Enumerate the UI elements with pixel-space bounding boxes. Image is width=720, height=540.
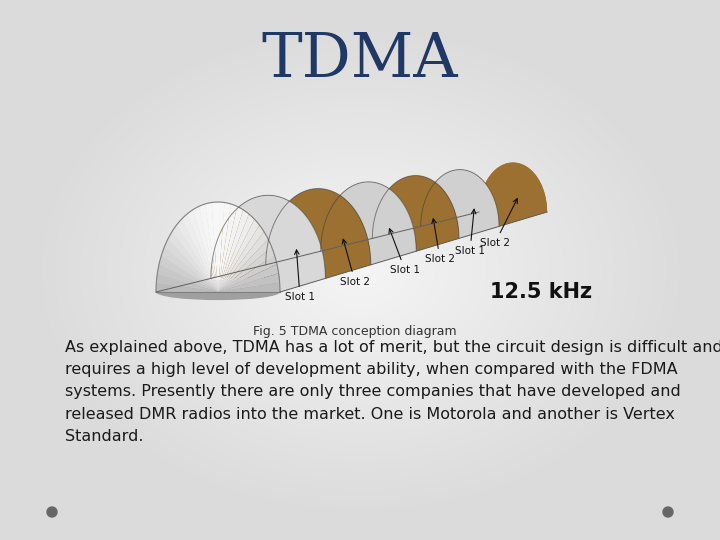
- Text: Fig. 5 TDMA conception diagram: Fig. 5 TDMA conception diagram: [253, 325, 456, 338]
- Polygon shape: [159, 255, 218, 292]
- Polygon shape: [218, 219, 259, 292]
- Polygon shape: [479, 163, 547, 212]
- Text: 12.5 kHz: 12.5 kHz: [490, 282, 592, 302]
- Polygon shape: [156, 279, 325, 292]
- Polygon shape: [266, 182, 416, 265]
- Polygon shape: [218, 225, 264, 292]
- Circle shape: [663, 507, 673, 517]
- Circle shape: [47, 507, 57, 517]
- Polygon shape: [156, 195, 325, 292]
- Text: Slot 2: Slot 2: [480, 199, 517, 248]
- Polygon shape: [372, 226, 499, 238]
- Polygon shape: [211, 265, 371, 279]
- Polygon shape: [156, 212, 547, 292]
- Polygon shape: [320, 238, 459, 251]
- Polygon shape: [218, 202, 231, 292]
- Polygon shape: [372, 170, 499, 238]
- Polygon shape: [211, 188, 371, 279]
- Text: As explained above, TDMA has a lot of merit, but the circuit design is difficult: As explained above, TDMA has a lot of me…: [65, 340, 720, 444]
- Polygon shape: [218, 273, 279, 292]
- Polygon shape: [161, 247, 218, 292]
- Polygon shape: [266, 251, 416, 265]
- Text: Slot 1: Slot 1: [285, 250, 315, 302]
- Polygon shape: [156, 273, 218, 292]
- Text: Slot 1: Slot 1: [455, 209, 485, 256]
- Polygon shape: [158, 264, 218, 292]
- Polygon shape: [218, 202, 225, 292]
- Polygon shape: [168, 232, 218, 292]
- Polygon shape: [218, 239, 271, 292]
- Polygon shape: [420, 163, 547, 226]
- Polygon shape: [218, 282, 280, 292]
- Polygon shape: [172, 225, 218, 292]
- Polygon shape: [218, 210, 249, 292]
- Polygon shape: [187, 210, 218, 292]
- Polygon shape: [156, 282, 218, 292]
- Polygon shape: [176, 219, 218, 292]
- Polygon shape: [205, 202, 218, 292]
- Polygon shape: [420, 212, 547, 226]
- Polygon shape: [218, 247, 274, 292]
- Text: Slot 2: Slot 2: [425, 219, 455, 264]
- Polygon shape: [218, 264, 279, 292]
- Polygon shape: [218, 206, 243, 292]
- Polygon shape: [320, 176, 459, 251]
- Ellipse shape: [156, 284, 280, 300]
- Text: TDMA: TDMA: [262, 30, 458, 90]
- Text: Slot 2: Slot 2: [340, 239, 370, 287]
- Polygon shape: [218, 204, 237, 292]
- Polygon shape: [218, 232, 268, 292]
- Polygon shape: [218, 255, 277, 292]
- Polygon shape: [193, 206, 218, 292]
- Polygon shape: [218, 214, 254, 292]
- Text: Slot 1: Slot 1: [389, 229, 420, 275]
- Polygon shape: [164, 239, 218, 292]
- Polygon shape: [181, 214, 218, 292]
- Polygon shape: [212, 202, 218, 292]
- Polygon shape: [199, 204, 218, 292]
